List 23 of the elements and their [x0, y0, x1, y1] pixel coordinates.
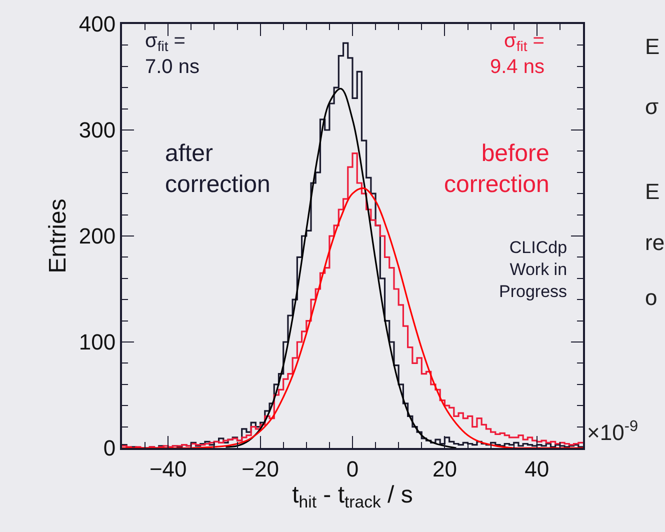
- x-axis-title: t$_{hit}$ - t$_{track}$ / s: [292, 481, 413, 512]
- annotation: σ$_{fit}$ = 7.0 ns: [145, 30, 200, 78]
- x-tick-label: 0: [346, 456, 359, 482]
- text: E: [645, 179, 660, 204]
- y-tick-label: 200: [78, 224, 116, 249]
- y-tick-label: 0: [103, 436, 116, 461]
- x-tick-label: −20: [242, 456, 279, 482]
- y-axis-title: Entries: [44, 198, 72, 274]
- annotation: σ$_{fit}$ = 9.4 ns: [490, 30, 544, 78]
- annotation: CLICdp Work in Progress: [499, 238, 568, 302]
- text: ×10$^{-9}$: [587, 418, 638, 446]
- text: E: [645, 34, 660, 59]
- y-tick-label: 100: [78, 330, 116, 355]
- x-tick-label: 40: [524, 456, 550, 482]
- annotation: after correction: [165, 140, 270, 198]
- text: re: [645, 230, 665, 255]
- x-tick-label: 20: [432, 456, 457, 482]
- y-tick-label: 400: [78, 12, 116, 37]
- y-tick-label: 300: [78, 118, 116, 143]
- text: σ: [645, 94, 659, 119]
- annotation: before correction: [444, 140, 550, 198]
- text: o: [645, 285, 658, 310]
- x-tick-label: −40: [149, 456, 187, 482]
